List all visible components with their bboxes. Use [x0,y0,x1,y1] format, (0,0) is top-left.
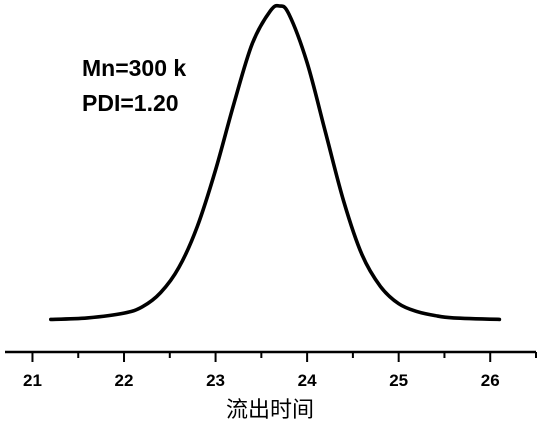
annotation-pdi: PDI=1.20 [82,90,179,116]
x-tick-label: 24 [298,371,317,390]
x-tick-label: 21 [23,371,42,390]
annotation-mn: Mn=300 k [82,55,186,81]
x-tick-label: 25 [389,371,408,390]
x-tick-label: 26 [481,371,500,390]
x-tick-label: 22 [115,371,134,390]
x-tick-label: 23 [206,371,225,390]
x-axis-title: 流出时间 [226,398,314,423]
x-axis-ticks: 21 22 23 24 25 26 [23,352,537,390]
elution-curve [49,3,502,322]
